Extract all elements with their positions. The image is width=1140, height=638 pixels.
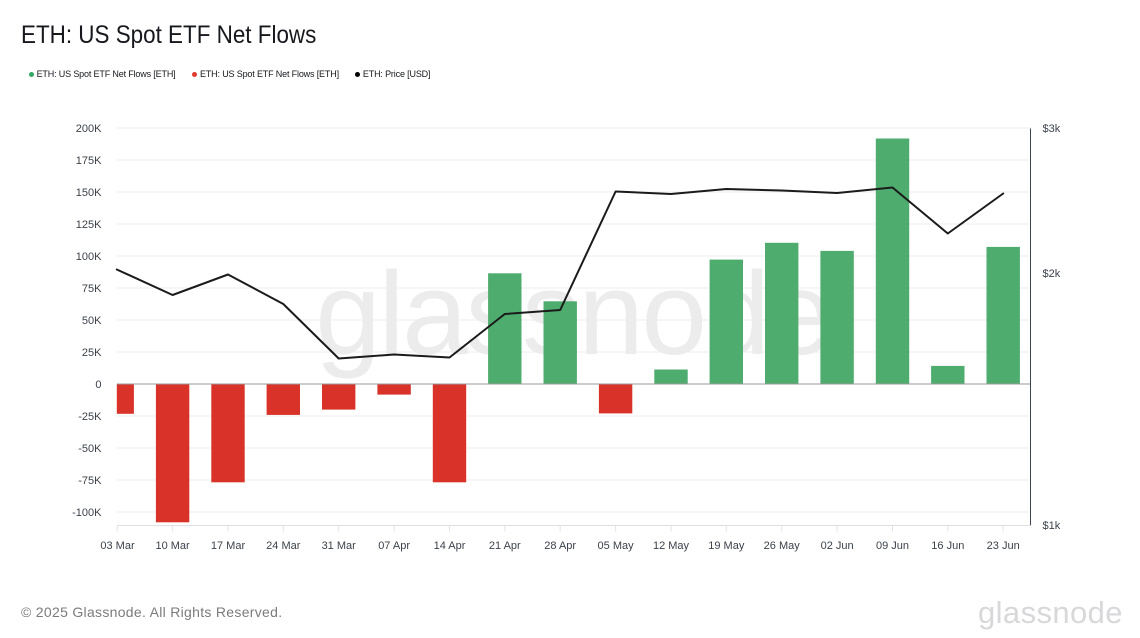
svg-text:25K: 25K bbox=[82, 347, 102, 359]
svg-text:100K: 100K bbox=[76, 251, 102, 263]
svg-text:$2k: $2k bbox=[1043, 268, 1061, 280]
svg-text:75K: 75K bbox=[82, 283, 102, 295]
svg-text:150K: 150K bbox=[76, 187, 102, 199]
svg-text:0: 0 bbox=[95, 379, 101, 391]
svg-text:50K: 50K bbox=[82, 315, 102, 327]
svg-text:24 Mar: 24 Mar bbox=[266, 540, 301, 552]
svg-text:12 May: 12 May bbox=[653, 540, 690, 552]
svg-text:23 Jun: 23 Jun bbox=[987, 540, 1020, 552]
svg-text:$3k: $3k bbox=[1043, 123, 1061, 135]
svg-text:$1k: $1k bbox=[1043, 520, 1061, 532]
svg-text:-50K: -50K bbox=[78, 443, 102, 455]
svg-text:16 Jun: 16 Jun bbox=[931, 540, 964, 552]
svg-text:-25K: -25K bbox=[78, 411, 102, 423]
svg-text:175K: 175K bbox=[76, 155, 102, 167]
svg-text:125K: 125K bbox=[76, 219, 102, 231]
svg-text:-100K: -100K bbox=[72, 507, 102, 519]
svg-text:09 Jun: 09 Jun bbox=[876, 540, 909, 552]
svg-text:17 Mar: 17 Mar bbox=[211, 540, 246, 552]
svg-text:31 Mar: 31 Mar bbox=[322, 540, 357, 552]
svg-text:19 May: 19 May bbox=[708, 540, 745, 552]
svg-text:07 Apr: 07 Apr bbox=[378, 540, 410, 552]
svg-text:-75K: -75K bbox=[78, 475, 102, 487]
svg-text:28 Apr: 28 Apr bbox=[544, 540, 576, 552]
svg-text:02 Jun: 02 Jun bbox=[821, 540, 854, 552]
svg-text:10 Mar: 10 Mar bbox=[155, 540, 190, 552]
svg-text:21 Apr: 21 Apr bbox=[489, 540, 521, 552]
svg-text:200K: 200K bbox=[76, 123, 102, 135]
svg-text:03 Mar: 03 Mar bbox=[100, 540, 135, 552]
svg-text:14 Apr: 14 Apr bbox=[434, 540, 466, 552]
svg-text:05 May: 05 May bbox=[598, 540, 635, 552]
svg-text:26 May: 26 May bbox=[764, 540, 801, 552]
